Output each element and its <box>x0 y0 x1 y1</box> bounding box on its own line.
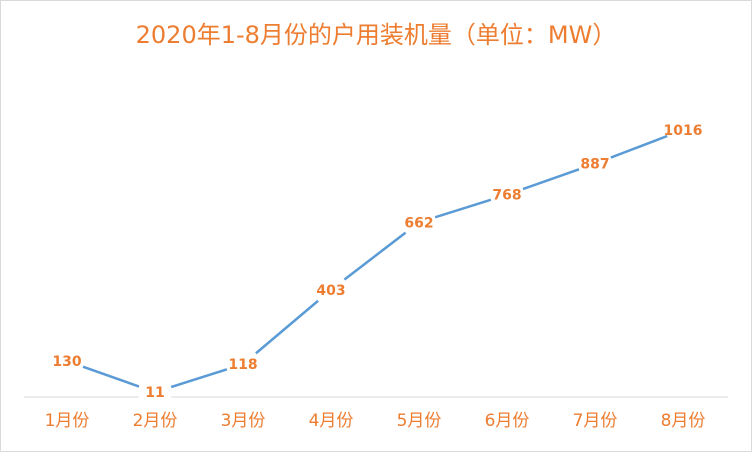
data-label-bg <box>666 113 700 147</box>
x-tick-label: 2月份 <box>133 411 178 431</box>
data-label-bg <box>138 375 172 410</box>
x-tick-label: 8月份 <box>661 411 706 431</box>
data-label-bg <box>402 205 436 240</box>
x-tick-label: 6月份 <box>485 411 530 431</box>
x-tick-label: 3月份 <box>221 411 266 431</box>
data-label-bg <box>314 272 348 307</box>
data-label: 11 <box>145 385 164 401</box>
data-label: 1016 <box>664 123 703 139</box>
data-label-bg <box>226 347 260 382</box>
x-tick-label: 7月份 <box>573 411 618 431</box>
data-label-bg <box>578 146 612 181</box>
data-label: 662 <box>404 215 433 231</box>
data-label: 130 <box>52 354 81 370</box>
x-tick-label: 4月份 <box>309 411 354 431</box>
data-label: 403 <box>316 283 345 299</box>
data-label: 768 <box>492 188 521 204</box>
data-label-bg <box>490 177 524 212</box>
x-tick-label: 5月份 <box>397 411 442 431</box>
data-label: 118 <box>228 357 257 373</box>
x-tick-label: 1月份 <box>45 411 90 431</box>
data-label-bg <box>50 344 84 379</box>
data-label: 887 <box>580 157 609 173</box>
chart-title: 2020年1-8月份的户用装机量（单位：MW） <box>136 21 617 49</box>
